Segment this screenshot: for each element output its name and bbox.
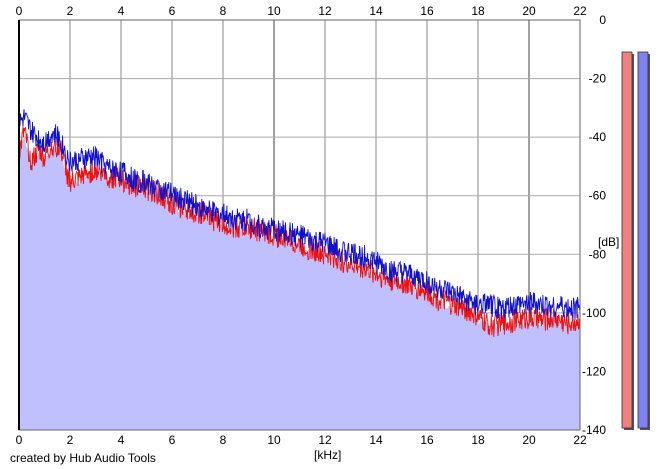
spectrum-area	[19, 135, 580, 430]
x-tick-label-bottom: 18	[471, 433, 485, 447]
credit-text: created by Hub Audio Tools	[10, 451, 156, 465]
x-axis-unit-label: [kHz]	[314, 448, 341, 462]
left-level-meter	[621, 51, 633, 429]
x-tick-label-bottom: 8	[220, 433, 227, 447]
x-tick-label-top: 12	[318, 4, 332, 18]
x-tick-label-bottom: 20	[522, 433, 536, 447]
x-tick-label-bottom: 0	[16, 433, 23, 447]
x-tick-label-top: 6	[169, 4, 176, 18]
y-tick-label: 0	[599, 13, 606, 27]
x-tick-label-top: 4	[118, 4, 125, 18]
series-red-line	[18, 126, 581, 337]
x-tick-label-bottom: 2	[67, 433, 74, 447]
x-tick-label-bottom: 6	[169, 433, 176, 447]
spectrum-fill	[19, 135, 580, 430]
x-tick-label-top: 0	[16, 4, 23, 18]
y-tick-label: -20	[589, 72, 607, 86]
x-tick-label-top: 20	[522, 4, 536, 18]
y-tick-label: -100	[582, 306, 606, 320]
y-tick-label: -120	[582, 364, 606, 378]
top-tick-labels: 0 2 4 6 8 10 12 14 16 18 20 22	[16, 4, 587, 18]
x-tick-label-top: 22	[573, 4, 587, 18]
x-tick-label-bottom: 14	[369, 433, 383, 447]
x-tick-label-bottom: 16	[420, 433, 434, 447]
y-axis-unit-label: [dB]	[598, 235, 619, 249]
x-tick-label-bottom: 12	[318, 433, 332, 447]
bottom-tick-labels: 0 2 4 6 8 10 12 14 16 18 20 22	[16, 433, 587, 447]
axis-frame	[18, 19, 581, 431]
right-level-meter	[637, 51, 649, 429]
x-tick-label-bottom: 22	[573, 433, 587, 447]
x-tick-label-top: 14	[369, 4, 383, 18]
series-blue-line	[18, 109, 581, 321]
x-tick-label-top: 10	[267, 4, 281, 18]
x-tick-label-bottom: 10	[267, 433, 281, 447]
x-tick-label-top: 18	[471, 4, 485, 18]
x-tick-label-top: 8	[220, 4, 227, 18]
y-tick-label: -60	[589, 189, 607, 203]
x-tick-label-top: 2	[67, 4, 74, 18]
y-tick-label: -40	[589, 130, 607, 144]
y-tick-label: -140	[582, 423, 606, 437]
series-lines	[18, 109, 581, 337]
x-tick-label-bottom: 4	[118, 433, 125, 447]
level-meters	[621, 51, 650, 430]
y-tick-label: -80	[589, 247, 607, 261]
right-tick-labels: 0 -20 -40 -60 -80 -100 -120 -140	[582, 13, 606, 437]
x-tick-label-top: 16	[420, 4, 434, 18]
